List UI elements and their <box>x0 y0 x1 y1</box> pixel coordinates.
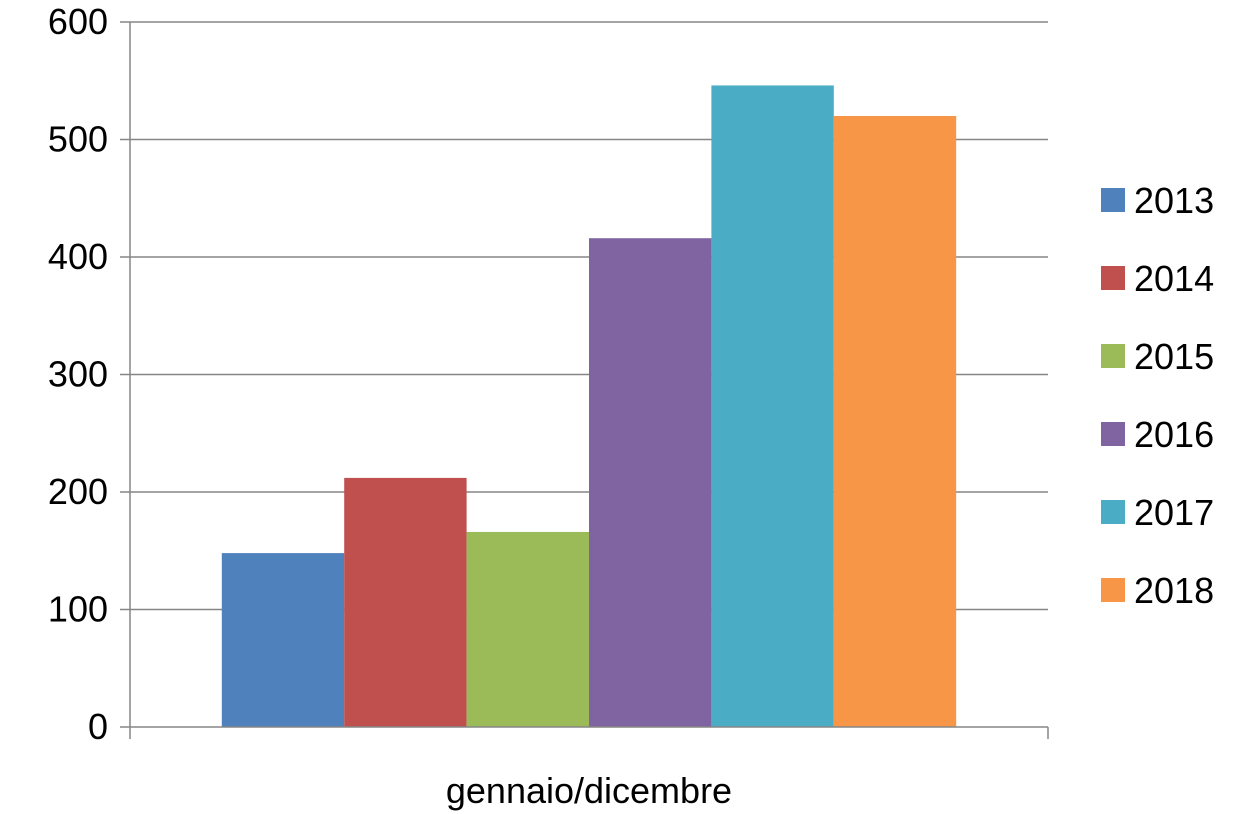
legend-swatch-2015 <box>1101 344 1125 368</box>
bar-2014 <box>344 477 467 727</box>
y-tick-label: 500 <box>48 119 108 160</box>
legend-swatch-2013 <box>1101 188 1125 212</box>
legend-label-2014: 2014 <box>1134 258 1214 299</box>
legend-swatch-2018 <box>1101 578 1125 602</box>
bar-2018 <box>833 116 957 727</box>
x-category-label: gennaio/dicembre <box>446 770 732 811</box>
legend-swatch-2017 <box>1101 500 1125 524</box>
legend-swatch-2014 <box>1101 266 1125 290</box>
bar-2013 <box>221 553 345 727</box>
legend-label-2018: 2018 <box>1134 570 1214 611</box>
legend-label-2015: 2015 <box>1134 336 1214 377</box>
y-tick-label: 600 <box>48 1 108 42</box>
bar-2016 <box>589 238 712 727</box>
y-axis-ticks: 0 100 200 300 400 500 600 <box>48 1 130 747</box>
legend-label-2017: 2017 <box>1134 492 1214 533</box>
legend: 2013 2014 2015 2016 2017 2018 <box>1101 180 1214 611</box>
axes <box>129 22 1049 739</box>
y-tick-label: 100 <box>48 589 108 630</box>
legend-swatch-2016 <box>1101 422 1125 446</box>
bar-2017 <box>711 85 834 727</box>
y-tick-label: 300 <box>48 354 108 395</box>
legend-label-2013: 2013 <box>1134 180 1214 221</box>
bar-2015 <box>466 531 589 727</box>
x-axis-labels: gennaio/dicembre <box>446 770 732 811</box>
y-tick-label: 200 <box>48 471 108 512</box>
bars <box>221 85 957 727</box>
legend-label-2016: 2016 <box>1134 414 1214 455</box>
y-tick-label: 0 <box>88 706 108 747</box>
y-tick-label: 400 <box>48 236 108 277</box>
